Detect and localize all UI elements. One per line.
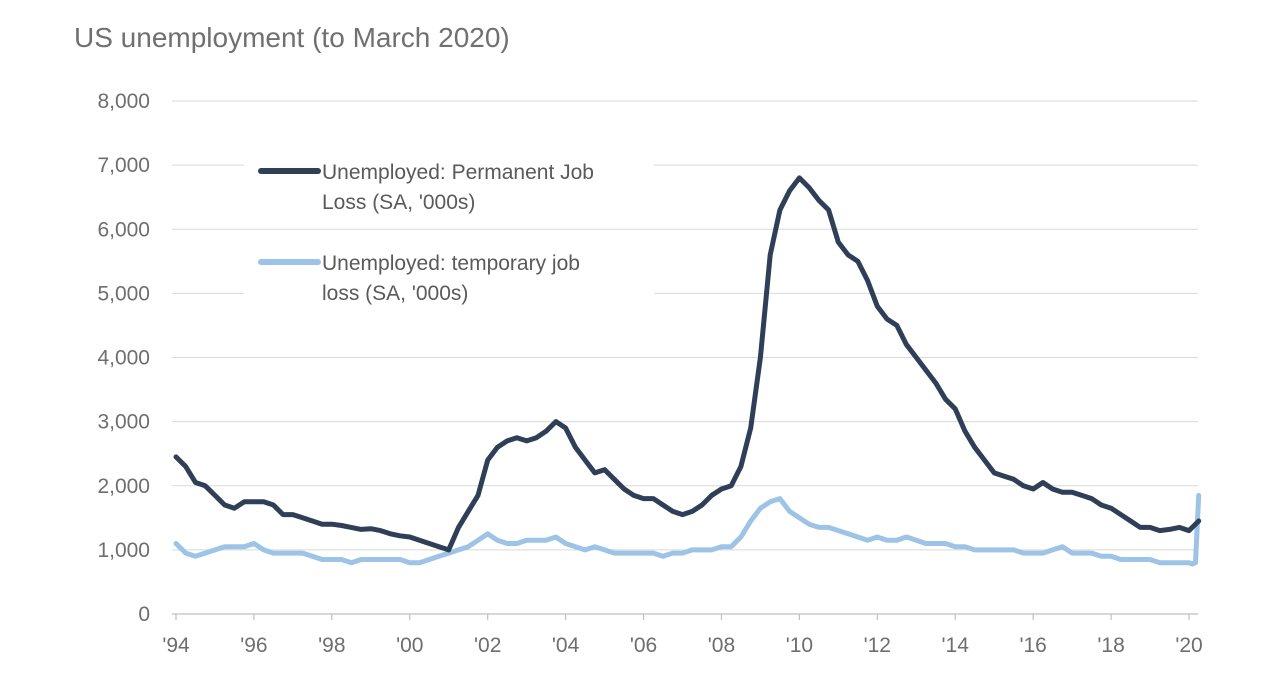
legend-label: Loss (SA, '000s) [322, 191, 475, 214]
x-tick-label: '18 [1097, 634, 1124, 657]
axes: 0 1,000 2,000 3,000 4,000 5,000 6,000 7,000 8,00… [97, 90, 1202, 657]
x-tick-label: '14 [942, 634, 970, 657]
x-tick-label: '04 [552, 634, 580, 657]
x-tick-label: '98 [318, 634, 345, 657]
legend: Unemployed: Permanent Job Loss (SA, '000s… [244, 149, 654, 305]
x-tick-label: '06 [630, 634, 657, 657]
x-tick-label: '94 [162, 634, 190, 657]
series-line-permanent-job-loss [173, 175, 1202, 553]
legend-item: Unemployed: temporary job loss (SA, '000s… [244, 240, 654, 305]
x-tick-label: '96 [240, 634, 267, 657]
legend-item: Unemployed: Permanent Job Loss (SA, '000s… [244, 149, 654, 214]
x-tick-label: '08 [708, 634, 735, 657]
x-tick-label: '12 [864, 634, 891, 657]
y-tick-label: 4,000 [97, 347, 150, 370]
legend-label: loss (SA, '000s) [322, 282, 468, 305]
x-tick-label: '00 [396, 634, 423, 657]
x-tick-label: '20 [1175, 634, 1202, 657]
legend-label: Unemployed: Permanent Job [322, 161, 594, 184]
y-tick-label: 3,000 [97, 411, 150, 434]
chart-title: US unemployment (to March 2020) [74, 22, 510, 53]
series [173, 175, 1202, 567]
legend-backdrop [244, 149, 654, 213]
y-tick-label: 2,000 [97, 475, 150, 498]
y-tick-label: 8,000 [97, 90, 150, 113]
y-tick-label: 5,000 [97, 282, 150, 305]
y-tick-label: 1,000 [97, 539, 150, 562]
x-tick-label: '16 [1019, 634, 1046, 657]
legend-backdrop [244, 240, 654, 304]
x-tick-label: '10 [786, 634, 813, 657]
y-tick-label: 0 [138, 603, 150, 626]
series-line-temporary-job-loss [173, 492, 1202, 567]
legend-label: Unemployed: temporary job [322, 252, 580, 275]
y-tick-label: 6,000 [97, 218, 150, 241]
x-tick-label: '02 [474, 634, 501, 657]
gridlines [172, 100, 1198, 551]
y-tick-label: 7,000 [97, 154, 150, 177]
